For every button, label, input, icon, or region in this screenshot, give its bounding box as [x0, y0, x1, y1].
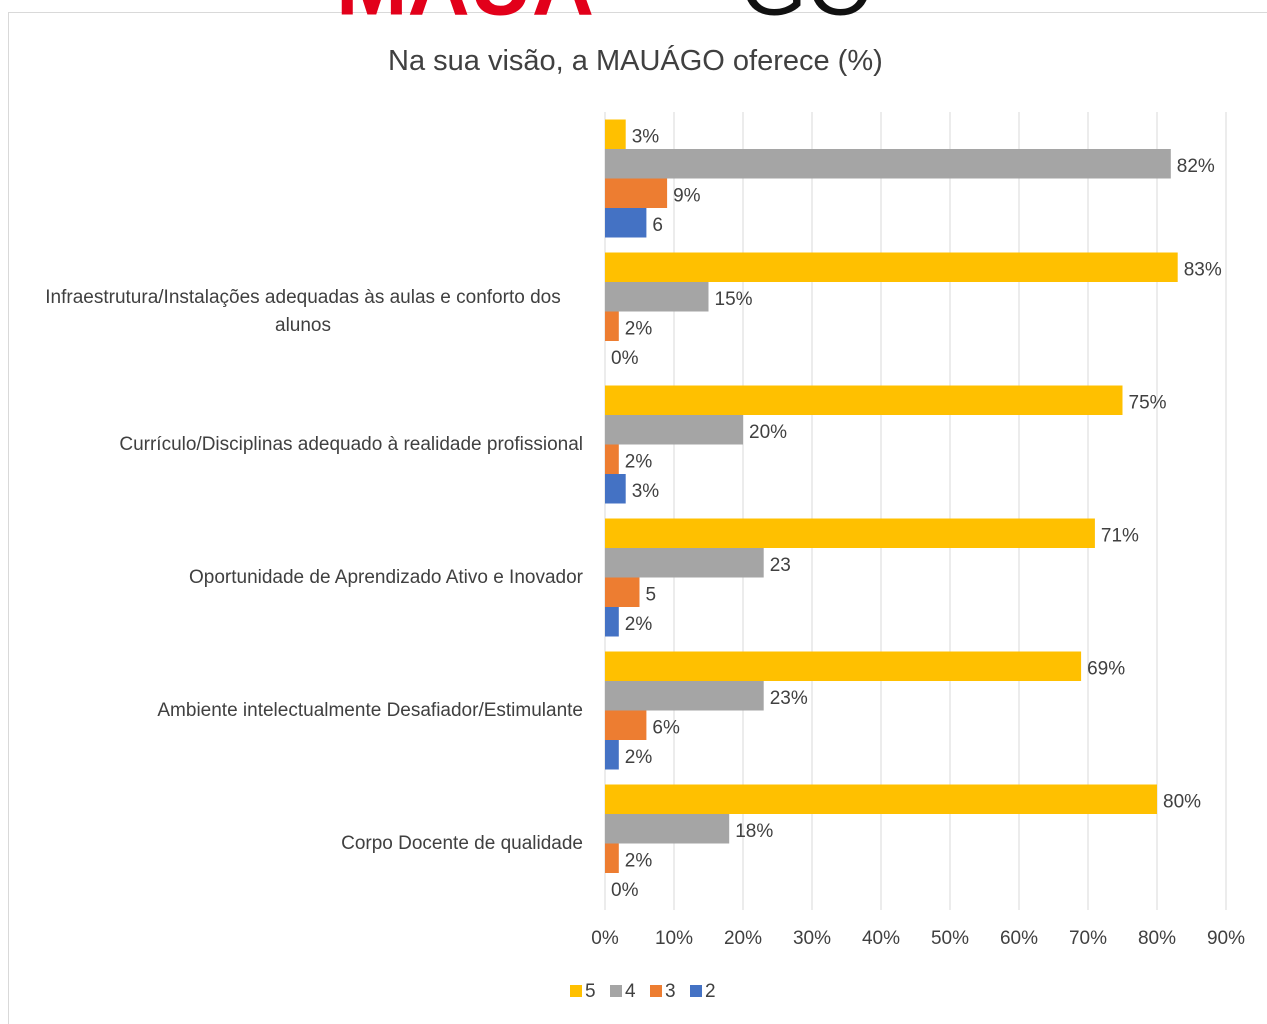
data-label: 5	[646, 584, 657, 605]
bar	[605, 311, 619, 341]
y-tick-label: Ambiente intelectualmente Desafiador/Est…	[157, 697, 583, 725]
data-label: 2%	[625, 747, 653, 768]
bar	[605, 607, 619, 637]
bar	[605, 252, 1178, 282]
x-tick-label: 40%	[862, 928, 900, 949]
data-label: 69%	[1087, 658, 1125, 679]
bar	[605, 444, 619, 474]
data-label: 2%	[625, 318, 653, 339]
data-label: 75%	[1129, 392, 1167, 413]
legend-swatch	[690, 985, 702, 997]
bar	[605, 474, 626, 504]
data-label: 23	[770, 555, 791, 576]
x-tick-label: 80%	[1138, 928, 1176, 949]
data-label: 15%	[715, 289, 753, 310]
x-tick-label: 0%	[591, 928, 619, 949]
x-tick-label: 50%	[931, 928, 969, 949]
data-label: 83%	[1184, 259, 1222, 280]
y-tick-text: Infraestrutura/Instalações adequadas às …	[45, 286, 561, 336]
bar	[605, 843, 619, 873]
bar	[605, 119, 626, 149]
bar	[605, 814, 730, 844]
x-tick-label: 20%	[724, 928, 762, 949]
x-tick-label: 30%	[793, 928, 831, 949]
bar	[605, 385, 1123, 415]
y-tick-text: Currículo/Disciplinas adequado à realida…	[119, 433, 583, 455]
data-label: 23%	[770, 688, 808, 709]
x-tick-label: 70%	[1069, 928, 1107, 949]
legend-swatch	[650, 985, 662, 997]
data-label: 18%	[735, 821, 773, 842]
bar	[605, 178, 668, 208]
y-tick-text: Oportunidade de Aprendizado Ativo e Inov…	[188, 566, 583, 588]
chart-frame	[8, 12, 1267, 1024]
legend-label: 3	[665, 981, 676, 1002]
data-label: 0%	[611, 880, 639, 901]
data-label: 82%	[1177, 156, 1215, 177]
data-label: 9%	[673, 185, 701, 206]
bar	[605, 577, 640, 607]
data-label: 3%	[632, 126, 660, 147]
data-label: 20%	[749, 422, 787, 443]
y-tick-text: Ambiente intelectualmente Desafiador/Est…	[157, 699, 583, 721]
x-tick-label: 10%	[655, 928, 693, 949]
bar	[605, 149, 1171, 179]
legend-swatch	[610, 985, 622, 997]
data-label: 71%	[1101, 525, 1139, 546]
data-label: 6	[652, 215, 663, 236]
x-tick-label: 90%	[1207, 928, 1245, 949]
bar	[605, 548, 764, 578]
bar	[605, 651, 1082, 681]
y-tick-label: Oportunidade de Aprendizado Ativo e Inov…	[189, 564, 583, 592]
legend-label: 2	[705, 981, 716, 1002]
legend-label: 4	[625, 981, 636, 1002]
bar	[605, 208, 647, 238]
x-tick-label: 60%	[1000, 928, 1038, 949]
data-label: 2%	[625, 614, 653, 635]
data-label: 2%	[625, 850, 653, 871]
logo-black: GO	[740, 0, 874, 34]
y-tick-label: Currículo/Disciplinas adequado à realida…	[119, 431, 583, 459]
y-tick-label: Infraestrutura/Instalações adequadas às …	[23, 284, 583, 340]
bar	[605, 282, 709, 312]
bar	[605, 518, 1095, 548]
logo-red: MAUÁ	[336, 0, 594, 34]
bar	[605, 681, 764, 711]
legend-label: 5	[585, 981, 596, 1002]
data-label: 3%	[632, 481, 660, 502]
data-label: 2%	[625, 451, 653, 472]
data-label: 6%	[652, 717, 680, 738]
bar	[605, 784, 1157, 814]
data-label: 0%	[611, 348, 639, 369]
y-tick-text: Corpo Docente de qualidade	[341, 832, 583, 854]
bar	[605, 740, 619, 770]
legend-swatch	[570, 985, 582, 997]
bar	[605, 710, 647, 740]
y-tick-label: Corpo Docente de qualidade	[341, 830, 583, 858]
chart-title: Na sua visão, a MAUÁGO oferece (%)	[388, 45, 883, 77]
bar	[605, 415, 743, 445]
data-label: 80%	[1163, 791, 1201, 812]
